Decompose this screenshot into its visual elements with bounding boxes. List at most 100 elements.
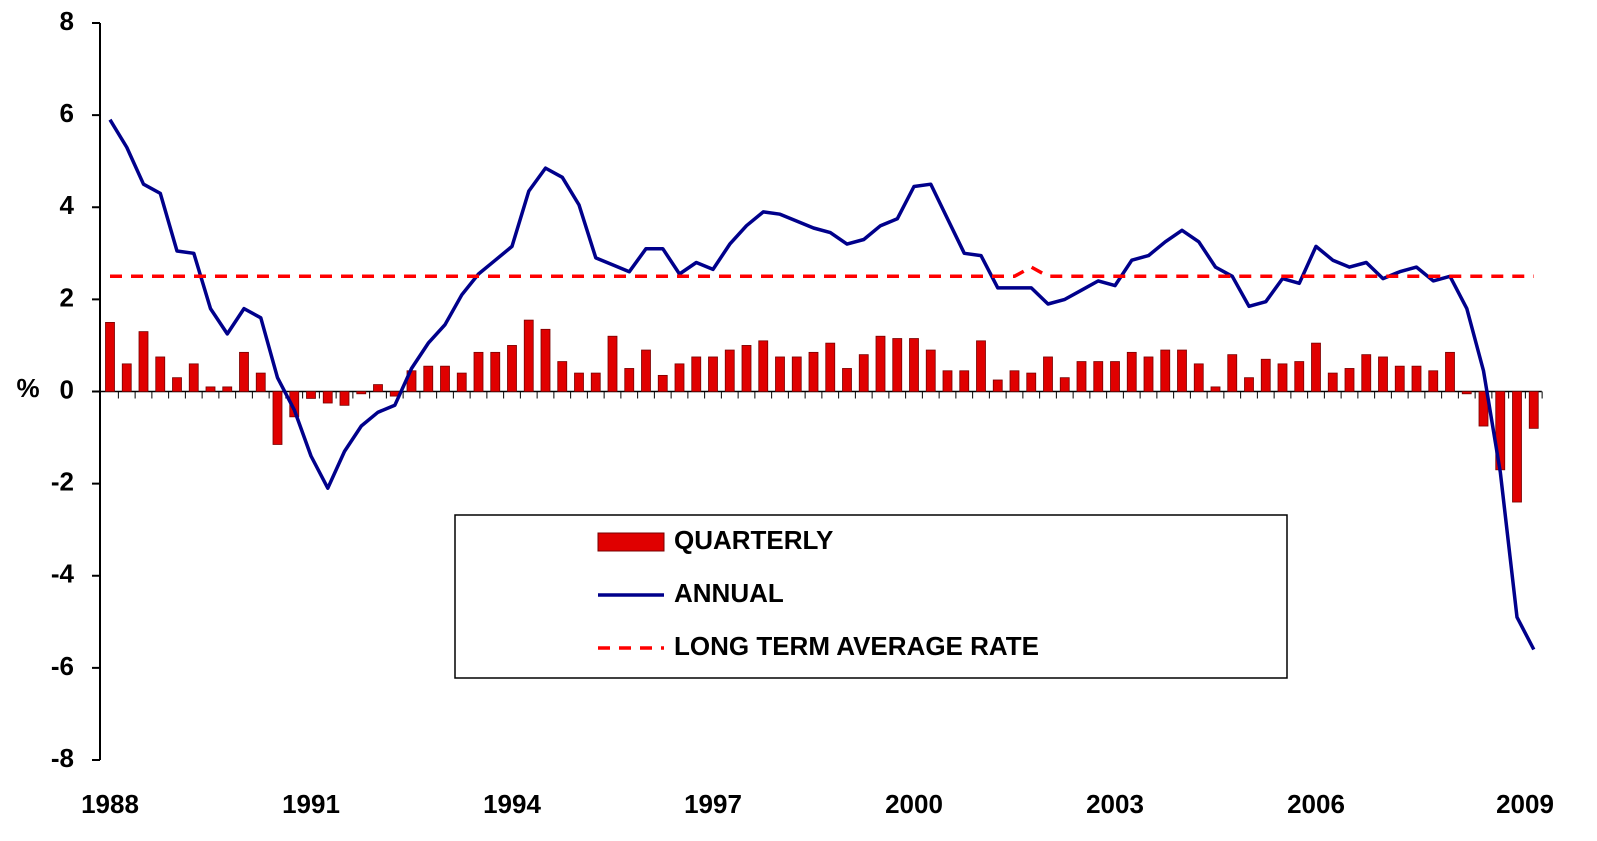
bar (1478, 391, 1489, 427)
bar (205, 386, 216, 392)
x-tick-label: 2003 (1086, 789, 1144, 819)
bar (1361, 354, 1372, 392)
bar (1177, 349, 1187, 392)
bar (1160, 349, 1171, 392)
bar (1327, 372, 1338, 392)
bar (641, 349, 651, 392)
y-tick-label: -8 (51, 743, 74, 773)
bar (1311, 342, 1321, 392)
bar (1143, 356, 1154, 392)
bar (473, 351, 484, 392)
bar (607, 335, 618, 392)
bar (992, 379, 1003, 392)
bar (1059, 377, 1070, 392)
bar (1093, 361, 1104, 392)
bar (791, 356, 802, 392)
bar (1210, 386, 1221, 392)
bar (1126, 351, 1137, 392)
bar (674, 363, 685, 392)
bar (557, 361, 568, 392)
bar (540, 328, 551, 392)
x-tick-label: 1988 (81, 789, 139, 819)
bar (925, 349, 936, 392)
x-tick-label: 2006 (1287, 789, 1345, 819)
bar (1528, 391, 1539, 429)
bar (724, 349, 735, 392)
bar (272, 391, 283, 445)
bar (255, 372, 266, 392)
bar (875, 335, 886, 392)
bar (808, 351, 819, 392)
x-tick-label: 2000 (885, 789, 943, 819)
bar (775, 356, 785, 392)
bar (1076, 361, 1087, 392)
bar (1244, 377, 1254, 392)
bar (842, 368, 852, 392)
bar (523, 319, 534, 392)
bar (708, 356, 718, 392)
bar (976, 340, 986, 392)
bar (239, 351, 249, 392)
bar (1445, 351, 1455, 392)
x-tick-label: 1991 (282, 789, 340, 819)
y-tick-label: 4 (60, 190, 75, 220)
bar (691, 356, 702, 392)
bar (909, 338, 919, 392)
bar (942, 370, 953, 392)
bar (1461, 391, 1472, 395)
bar (590, 372, 601, 392)
bar (1411, 365, 1422, 392)
y-tick-label: 6 (60, 98, 74, 128)
bar (758, 340, 769, 392)
bar (1227, 354, 1238, 392)
bar (188, 363, 199, 392)
bar (1043, 356, 1053, 392)
legend-label: LONG TERM AVERAGE RATE (674, 631, 1039, 661)
bar (657, 374, 668, 392)
bar (306, 391, 316, 399)
bar (959, 370, 970, 392)
bar (1026, 372, 1037, 392)
x-tick-label: 1997 (684, 789, 742, 819)
legend-label: ANNUAL (674, 578, 784, 608)
legend-label: QUARTERLY (674, 525, 833, 555)
y-tick-label: 0 (60, 374, 74, 404)
y-axis-label: % (16, 373, 39, 403)
y-tick-label: -6 (51, 651, 74, 681)
bar (339, 391, 350, 406)
bar (172, 377, 182, 392)
bar (356, 391, 367, 395)
bar (574, 372, 584, 392)
x-tick-label: 1994 (483, 789, 541, 819)
bar (1294, 361, 1305, 392)
bar (121, 363, 132, 392)
bar (373, 384, 383, 392)
y-tick-label: -2 (51, 467, 74, 497)
bar (1378, 356, 1388, 392)
y-tick-label: -4 (51, 559, 75, 589)
bar (440, 365, 450, 392)
bar (423, 365, 434, 392)
bar (1193, 363, 1204, 392)
y-tick-label: 2 (60, 282, 74, 312)
bar (105, 322, 115, 392)
bar (1344, 368, 1355, 392)
bar (1110, 361, 1120, 392)
bar (456, 372, 467, 392)
bar (1009, 370, 1020, 392)
bar (222, 386, 233, 392)
legend-swatch (597, 532, 665, 552)
bar (1277, 363, 1288, 392)
bar (892, 338, 903, 392)
bar (138, 331, 149, 392)
legend-box (454, 514, 1288, 679)
bar (825, 342, 836, 392)
bar (490, 351, 501, 392)
bar (624, 368, 635, 392)
bar (1260, 358, 1271, 392)
bar (1394, 365, 1405, 392)
bar (1512, 391, 1522, 503)
x-tick-label: 2009 (1496, 789, 1554, 819)
y-tick-label: 8 (60, 6, 74, 36)
